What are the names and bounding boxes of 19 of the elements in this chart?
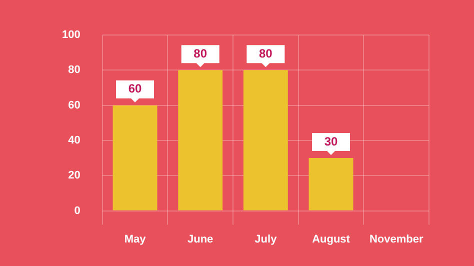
x-tick-label: November: [369, 233, 424, 246]
y-tick-label: 20: [68, 170, 80, 182]
bar: [243, 70, 288, 210]
x-tick-label: June: [188, 233, 214, 246]
bar: [308, 158, 354, 210]
y-tick-label: 40: [68, 134, 80, 147]
x-tick-label: August: [312, 233, 350, 246]
y-tick-label: 100: [62, 29, 80, 42]
bar: [112, 105, 158, 210]
data-label: 30: [324, 134, 338, 148]
y-tick-label: 80: [68, 64, 80, 76]
bar: [178, 70, 223, 210]
x-tick-label: July: [254, 233, 278, 246]
y-tick-label: 60: [68, 99, 80, 112]
data-label: 80: [258, 46, 273, 60]
data-label: 60: [128, 82, 142, 96]
y-tick-label: 0: [74, 204, 80, 217]
x-tick-label: May: [124, 233, 147, 246]
data-label: 80: [194, 46, 208, 60]
